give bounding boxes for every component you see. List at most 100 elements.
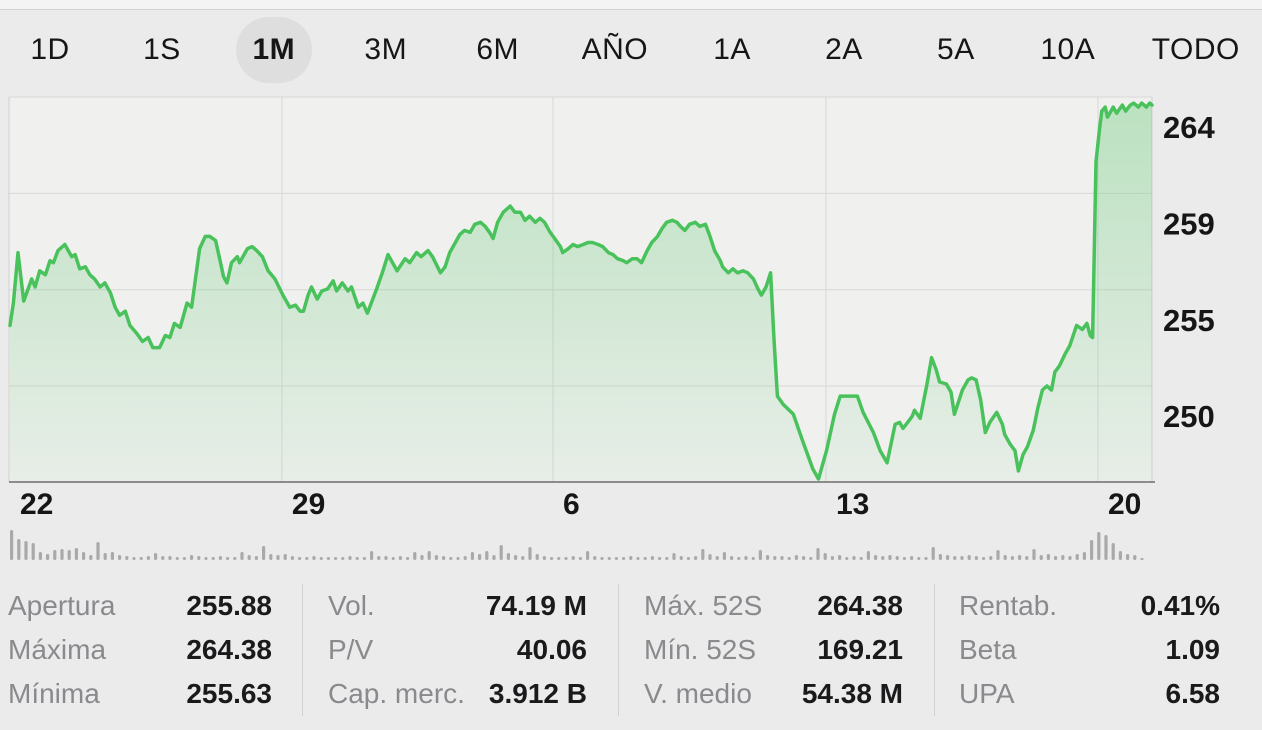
- volume-bar: [233, 557, 237, 560]
- volume-bar: [17, 539, 21, 560]
- volume-bar: [953, 556, 957, 560]
- volume-bar: [427, 551, 431, 560]
- volume-bar: [809, 557, 813, 560]
- stat-row-m-nima: Mínima 255.63: [8, 672, 272, 716]
- volume-bar: [24, 541, 28, 560]
- tab-1d[interactable]: 1D: [22, 10, 78, 90]
- volume-bar: [132, 557, 136, 560]
- volume-bar: [737, 557, 741, 560]
- volume-bar: [46, 554, 50, 560]
- volume-bar: [931, 547, 935, 560]
- tab-6m[interactable]: 6M: [470, 10, 526, 90]
- volume-bar: [758, 550, 762, 560]
- stat-value: 264.38: [817, 590, 903, 621]
- volume-bar: [895, 556, 899, 560]
- stat-value: 255.63: [186, 678, 272, 709]
- volume-bar: [888, 555, 892, 560]
- volume-bar: [902, 557, 906, 560]
- volume-bar: [974, 556, 978, 560]
- volume-bar: [1054, 556, 1058, 560]
- volume-bar: [254, 556, 258, 560]
- volume-bar: [182, 557, 186, 560]
- tab-2a[interactable]: 2A: [816, 10, 872, 90]
- volume-bar: [830, 556, 834, 560]
- volume-bar: [334, 557, 338, 560]
- volume-bar: [917, 557, 921, 560]
- stat-label: Mínima: [8, 678, 100, 709]
- volume-bar: [787, 557, 791, 560]
- tab-3m[interactable]: 3M: [358, 10, 414, 90]
- volume-bar: [139, 557, 143, 560]
- stat-label: Cap. merc.: [328, 678, 465, 709]
- stats-column-3: Máx. 52S 264.38 Mín. 52S 169.21 V. medio 54.3…: [618, 584, 934, 716]
- tab-label: 1S: [143, 33, 181, 66]
- stat-row-cap-merc-: Cap. merc. 3.912 B: [328, 672, 587, 716]
- volume-bar: [1046, 554, 1050, 560]
- tab-5a[interactable]: 5A: [928, 10, 984, 90]
- volume-bar: [1061, 555, 1065, 560]
- volume-bar: [60, 549, 64, 560]
- volume-bar: [247, 555, 251, 560]
- volume-bar: [190, 555, 194, 560]
- volume-bar: [362, 557, 366, 560]
- volume-bar: [67, 550, 71, 560]
- volume-bar: [146, 556, 150, 560]
- volume-bar: [622, 557, 626, 560]
- tab-10a[interactable]: 10A: [1040, 10, 1096, 90]
- volume-bar: [154, 553, 158, 560]
- tab-1m[interactable]: 1M: [235, 10, 312, 90]
- volume-bar: [370, 551, 374, 560]
- volume-bar: [845, 557, 849, 560]
- y-tick-label: 259: [1163, 206, 1215, 241]
- volume-bar: [161, 556, 165, 560]
- volume-bar: [600, 557, 604, 560]
- volume-bar: [96, 542, 100, 560]
- volume-bar: [744, 556, 748, 560]
- volume-bar: [773, 556, 777, 560]
- stat-row-apertura: Apertura 255.88: [8, 584, 272, 628]
- stat-label: Mín. 52S: [644, 634, 757, 665]
- volume-bar: [1082, 552, 1086, 560]
- tab-ano[interactable]: AÑO: [582, 10, 649, 90]
- volume-bar: [564, 557, 568, 560]
- volume-bar: [665, 557, 669, 560]
- tab-1s[interactable]: 1S: [134, 10, 190, 90]
- volume-bar: [816, 548, 820, 560]
- volume-bar: [967, 555, 971, 560]
- stats-column-4: Rentab. 0.41% Beta 1.09 UPA 6.58: [934, 584, 1254, 716]
- stat-row-v-medio: V. medio 54.38 M: [644, 672, 903, 716]
- volume-bar: [312, 556, 316, 560]
- chart-canvas[interactable]: 22 29 6 13 20 264 259 255 250: [0, 0, 1262, 575]
- volume-bar: [528, 547, 532, 560]
- volume-bar: [1140, 558, 1144, 560]
- tab-todo[interactable]: TODO: [1152, 10, 1240, 90]
- volume-bar: [449, 557, 453, 560]
- volume-bar: [355, 557, 359, 560]
- volume-bar: [982, 557, 986, 560]
- volume-bar: [859, 557, 863, 560]
- tab-1a[interactable]: 1A: [704, 10, 760, 90]
- volume-bar: [852, 556, 856, 560]
- volume-bar: [989, 556, 993, 560]
- volume-bar: [298, 557, 302, 560]
- stat-label: UPA: [959, 678, 1015, 709]
- volume-bar: [910, 556, 914, 560]
- volume-bar: [470, 552, 474, 560]
- tab-label: 5A: [937, 33, 975, 66]
- x-tick-label: 29: [292, 488, 325, 521]
- stat-value: 255.88: [186, 590, 272, 621]
- stat-row-m-xima: Máxima 264.38: [8, 628, 272, 672]
- volume-bar: [1068, 556, 1072, 560]
- volume-bar: [1133, 555, 1137, 560]
- volume-bar: [614, 557, 618, 560]
- stat-value: 1.09: [1165, 634, 1221, 665]
- volume-bar: [463, 556, 467, 560]
- volume-bar: [74, 548, 78, 560]
- volume-bar: [938, 554, 942, 560]
- volume-bar: [348, 556, 352, 560]
- volume-bar: [881, 556, 885, 560]
- range-tab-bar: 1D 1S 1M 3M 6M AÑO 1A 2A 5A 10A TODO: [8, 10, 1254, 90]
- volume-bar: [751, 557, 755, 560]
- volume-bar: [420, 555, 424, 560]
- y-tick-label: 255: [1163, 303, 1215, 338]
